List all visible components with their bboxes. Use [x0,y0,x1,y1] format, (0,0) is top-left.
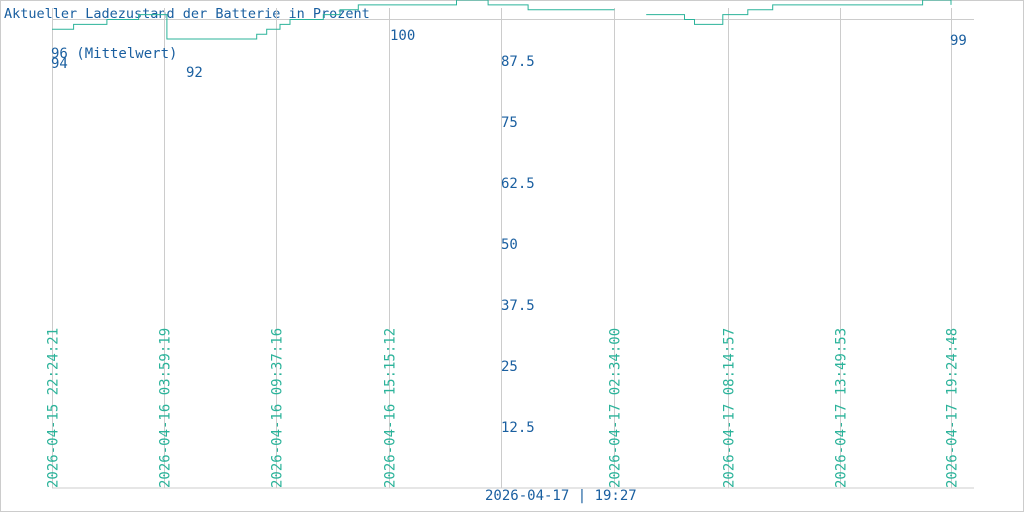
y-tick-label: 25 [501,359,518,375]
battery-level-line [52,0,952,40]
footer-timestamp: 2026-04-17 | 19:27 [485,488,637,504]
vertical-grid [52,8,952,488]
last-value-label: 99 [950,33,967,49]
y-tick-label: 75 [501,115,518,131]
y-tick-label: 50 [501,237,518,253]
x-tick-label: 2026-04-16 03:59:19 [158,328,174,488]
first-value-label: 94 [51,56,68,72]
y-tick-label: 37.5 [501,298,535,314]
y-tick-label: 62.5 [501,176,535,192]
x-tick-label: 2026-04-17 13:49:53 [834,328,850,488]
x-tick-label: 2026-04-17 08:14:57 [722,328,738,488]
x-axis-ticks: 2026-04-15 22:24:21 2026-04-16 03:59:19 20… [46,328,961,488]
y-tick-label: 12.5 [501,420,535,436]
x-tick-label: 2026-04-16 09:37:16 [270,328,286,488]
max-value-label: 100 [390,28,415,44]
y-tick-label: 87.5 [501,54,535,70]
x-tick-label: 2026-04-17 02:34:00 [608,328,624,488]
x-tick-label: 2026-04-16 15:15:12 [383,328,399,488]
x-tick-label: 2026-04-15 22:24:21 [46,328,62,488]
y-axis-ticks: 87.5 75 62.5 50 37.5 25 12.5 [501,54,535,436]
min-value-label: 92 [186,65,203,81]
mean-label: 96 (Mittelwert) [51,46,177,62]
chart-title: Aktueller Ladezustand der Batterie in Pr… [4,6,370,22]
x-tick-label: 2026-04-17 19:24:48 [945,328,961,488]
